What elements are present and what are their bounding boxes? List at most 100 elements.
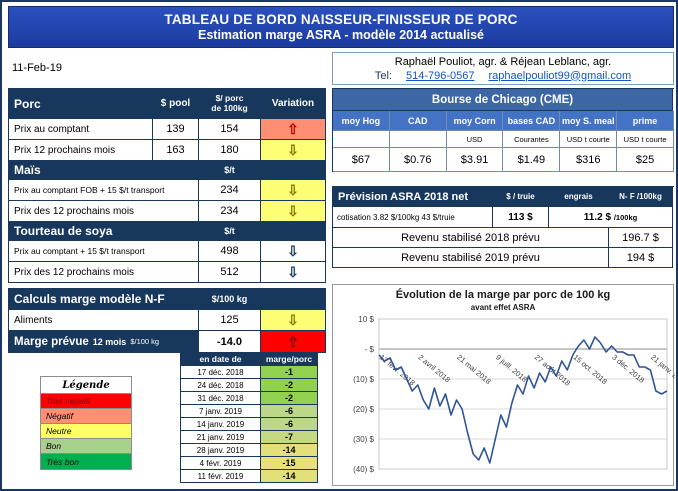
table-row: Prix au comptant 139 154 ⇧: [9, 119, 326, 140]
asra-engrais-value: 11.2 $ /100kg: [549, 207, 673, 228]
cme-title-row: Bourse de Chicago (CME): [333, 89, 674, 111]
cme-values-row: $67 $0.76 $3.91 $1.49 $316 $25: [333, 148, 674, 172]
tel-label: Tel:: [374, 69, 392, 82]
col-header-variation: Variation: [261, 89, 326, 119]
variation-cell: ⇧: [261, 331, 326, 353]
pool-value: 163: [153, 140, 199, 161]
svg-text:21 mai 2018: 21 mai 2018: [455, 353, 492, 386]
history-date: 28 janv. 2019: [181, 444, 261, 457]
cme-table: Bourse de Chicago (CME) moy Hog CAD moy …: [332, 88, 674, 172]
cme-value: $1.49: [503, 148, 561, 172]
history-date: 4 févr. 2019: [181, 457, 261, 470]
asra-col-engrais: engrais: [549, 187, 609, 207]
svg-text:- $: - $: [365, 345, 375, 354]
table-row: 7 janv. 2019 -6: [181, 405, 318, 418]
legend-item: Très bon: [41, 454, 131, 469]
page-subtitle: Estimation marge ASRA - modèle 2014 actu…: [198, 28, 484, 42]
report-date: 11-Feb-19: [12, 62, 62, 74]
history-value: -14: [261, 470, 318, 483]
col-header-price: $/ porc de 100kg: [199, 89, 261, 119]
cme-title: Bourse de Chicago (CME): [333, 89, 673, 111]
cme-col-header: prime: [617, 111, 674, 131]
table-row: 24 déc. 2018 -2: [181, 379, 318, 392]
asra-revenu-2018-row: Revenu stabilisé 2018 prévu 196.7 $: [333, 228, 674, 248]
contact-names: Raphaël Pouliot, agr. & Réjean Leblanc, …: [394, 55, 612, 68]
contact-box: Raphaël Pouliot, agr. & Réjean Leblanc, …: [332, 52, 674, 85]
calculs-table: Calculs marge modèle N-F $/100 kg Alimen…: [8, 288, 326, 353]
mais-title: Maïs: [9, 161, 199, 180]
down-arrow-icon: ⇩: [287, 264, 299, 280]
tourteau-title: Tourteau de soya: [9, 222, 199, 241]
table-row: Prix au comptant FOB + 15 $/t transport …: [9, 180, 326, 201]
history-value: -6: [261, 405, 318, 418]
table-row: Aliments 125 ⇩: [9, 310, 326, 331]
table-row: Prix des 12 prochains mois 234 ⇩: [9, 201, 326, 222]
table-row: 11 févr. 2019 -14: [181, 470, 318, 483]
phone-link[interactable]: 514-796-0567: [405, 69, 475, 82]
legend-item: Neutre: [41, 424, 131, 439]
down-arrow-icon: ⇩: [287, 142, 299, 158]
col-header-pool: $ pool: [153, 89, 199, 119]
color-legend: Légende Très négatif Négatif Neutre Bon …: [40, 376, 132, 470]
porc-header-row: Porc $ pool $/ porc de 100kg Variation: [9, 89, 326, 119]
calculs-title: Calculs marge modèle N-F: [9, 289, 199, 310]
cme-unit: Courantes: [503, 131, 561, 148]
row-label: Prix des 12 prochains mois: [9, 201, 199, 222]
table-row: Prix au comptant + 15 $/t transport 498 …: [9, 241, 326, 262]
cme-value: $316: [560, 148, 618, 172]
up-arrow-icon: ⇧: [287, 333, 299, 350]
col-header-marge: marge/porc: [261, 353, 318, 366]
cme-col-header: moy S. meal: [560, 111, 618, 131]
mais-header-row: Maïs $/t: [9, 161, 326, 180]
margin-history-table: en date de marge/porc 17 déc. 2018 -1 24 …: [180, 352, 318, 483]
down-arrow-icon: ⇩: [287, 243, 299, 259]
legend-item: Bon: [41, 439, 131, 454]
table-row: 28 janv. 2019 -14: [181, 444, 318, 457]
down-arrow-icon: ⇩: [287, 182, 299, 198]
asra-revenu-2019-row: Revenu stabilisé 2019 prévu 194 $: [333, 248, 674, 268]
history-date: 7 janv. 2019: [181, 405, 261, 418]
marge-label: Marge prévue 12 mois $/100 kg: [9, 331, 199, 353]
cme-col-header: bases CAD: [503, 111, 561, 131]
svg-text:3 déc. 2018: 3 déc. 2018: [610, 353, 646, 385]
asra-header-row: Prévision ASRA 2018 net $ / truie engrai…: [333, 187, 674, 207]
variation-cell: ⇩: [261, 140, 326, 161]
history-date: 21 janv. 2019: [181, 431, 261, 444]
history-date: 11 févr. 2019: [181, 470, 261, 483]
margin-chart: Évolution de la marge par porc de 100 kg…: [332, 284, 676, 486]
table-row: 21 janv. 2019 -7: [181, 431, 318, 444]
price-value: 498: [199, 241, 261, 262]
chart-title: Évolution de la marge par porc de 100 kg: [395, 289, 611, 301]
row-label: Prix au comptant FOB + 15 $/t transport: [9, 180, 199, 201]
page-title: TABLEAU DE BORD NAISSEUR-FINISSEUR DE PO…: [164, 12, 518, 27]
cme-units-row: USD Courantes USD t courte USD t courte: [333, 131, 674, 148]
variation-cell: ⇩: [261, 262, 326, 283]
cme-unit: USD t courte: [617, 131, 674, 148]
calculs-header-row: Calculs marge modèle N-F $/100 kg: [9, 289, 326, 310]
table-row: 17 déc. 2018 -1: [181, 366, 318, 379]
cme-value: $67: [333, 148, 390, 172]
cme-value: $0.76: [389, 148, 447, 172]
table-row: 14 janv. 2019 -6: [181, 418, 318, 431]
legend-title: Légende: [41, 377, 131, 394]
svg-text:(10) $: (10) $: [353, 375, 374, 384]
cme-value: $25: [617, 148, 674, 172]
table-row: Prix des 12 prochains mois 512 ⇩: [9, 262, 326, 283]
history-value: -6: [261, 418, 318, 431]
price-value: 154: [199, 119, 261, 140]
history-value: -14: [261, 444, 318, 457]
up-arrow-icon: ⇧: [287, 121, 299, 137]
calculs-unit: $/100 kg: [199, 289, 261, 310]
legend-item: Négatif: [41, 409, 131, 424]
cme-unit: [389, 131, 447, 148]
down-arrow-icon: ⇩: [287, 203, 299, 219]
prices-table: Porc $ pool $/ porc de 100kg Variation P…: [8, 88, 326, 283]
empty-cell: [261, 289, 326, 310]
revenu-2018-value: 196.7 $: [609, 228, 673, 248]
row-label: Prix 12 prochains mois: [9, 140, 153, 161]
history-value: -7: [261, 431, 318, 444]
email-link[interactable]: raphaelpouliot99@gmail.com: [488, 69, 632, 82]
cme-unit: USD: [446, 131, 504, 148]
asra-col-truie: $ / truie: [493, 187, 549, 207]
cme-columns-row: moy Hog CAD moy Corn bases CAD moy S. me…: [333, 111, 674, 131]
